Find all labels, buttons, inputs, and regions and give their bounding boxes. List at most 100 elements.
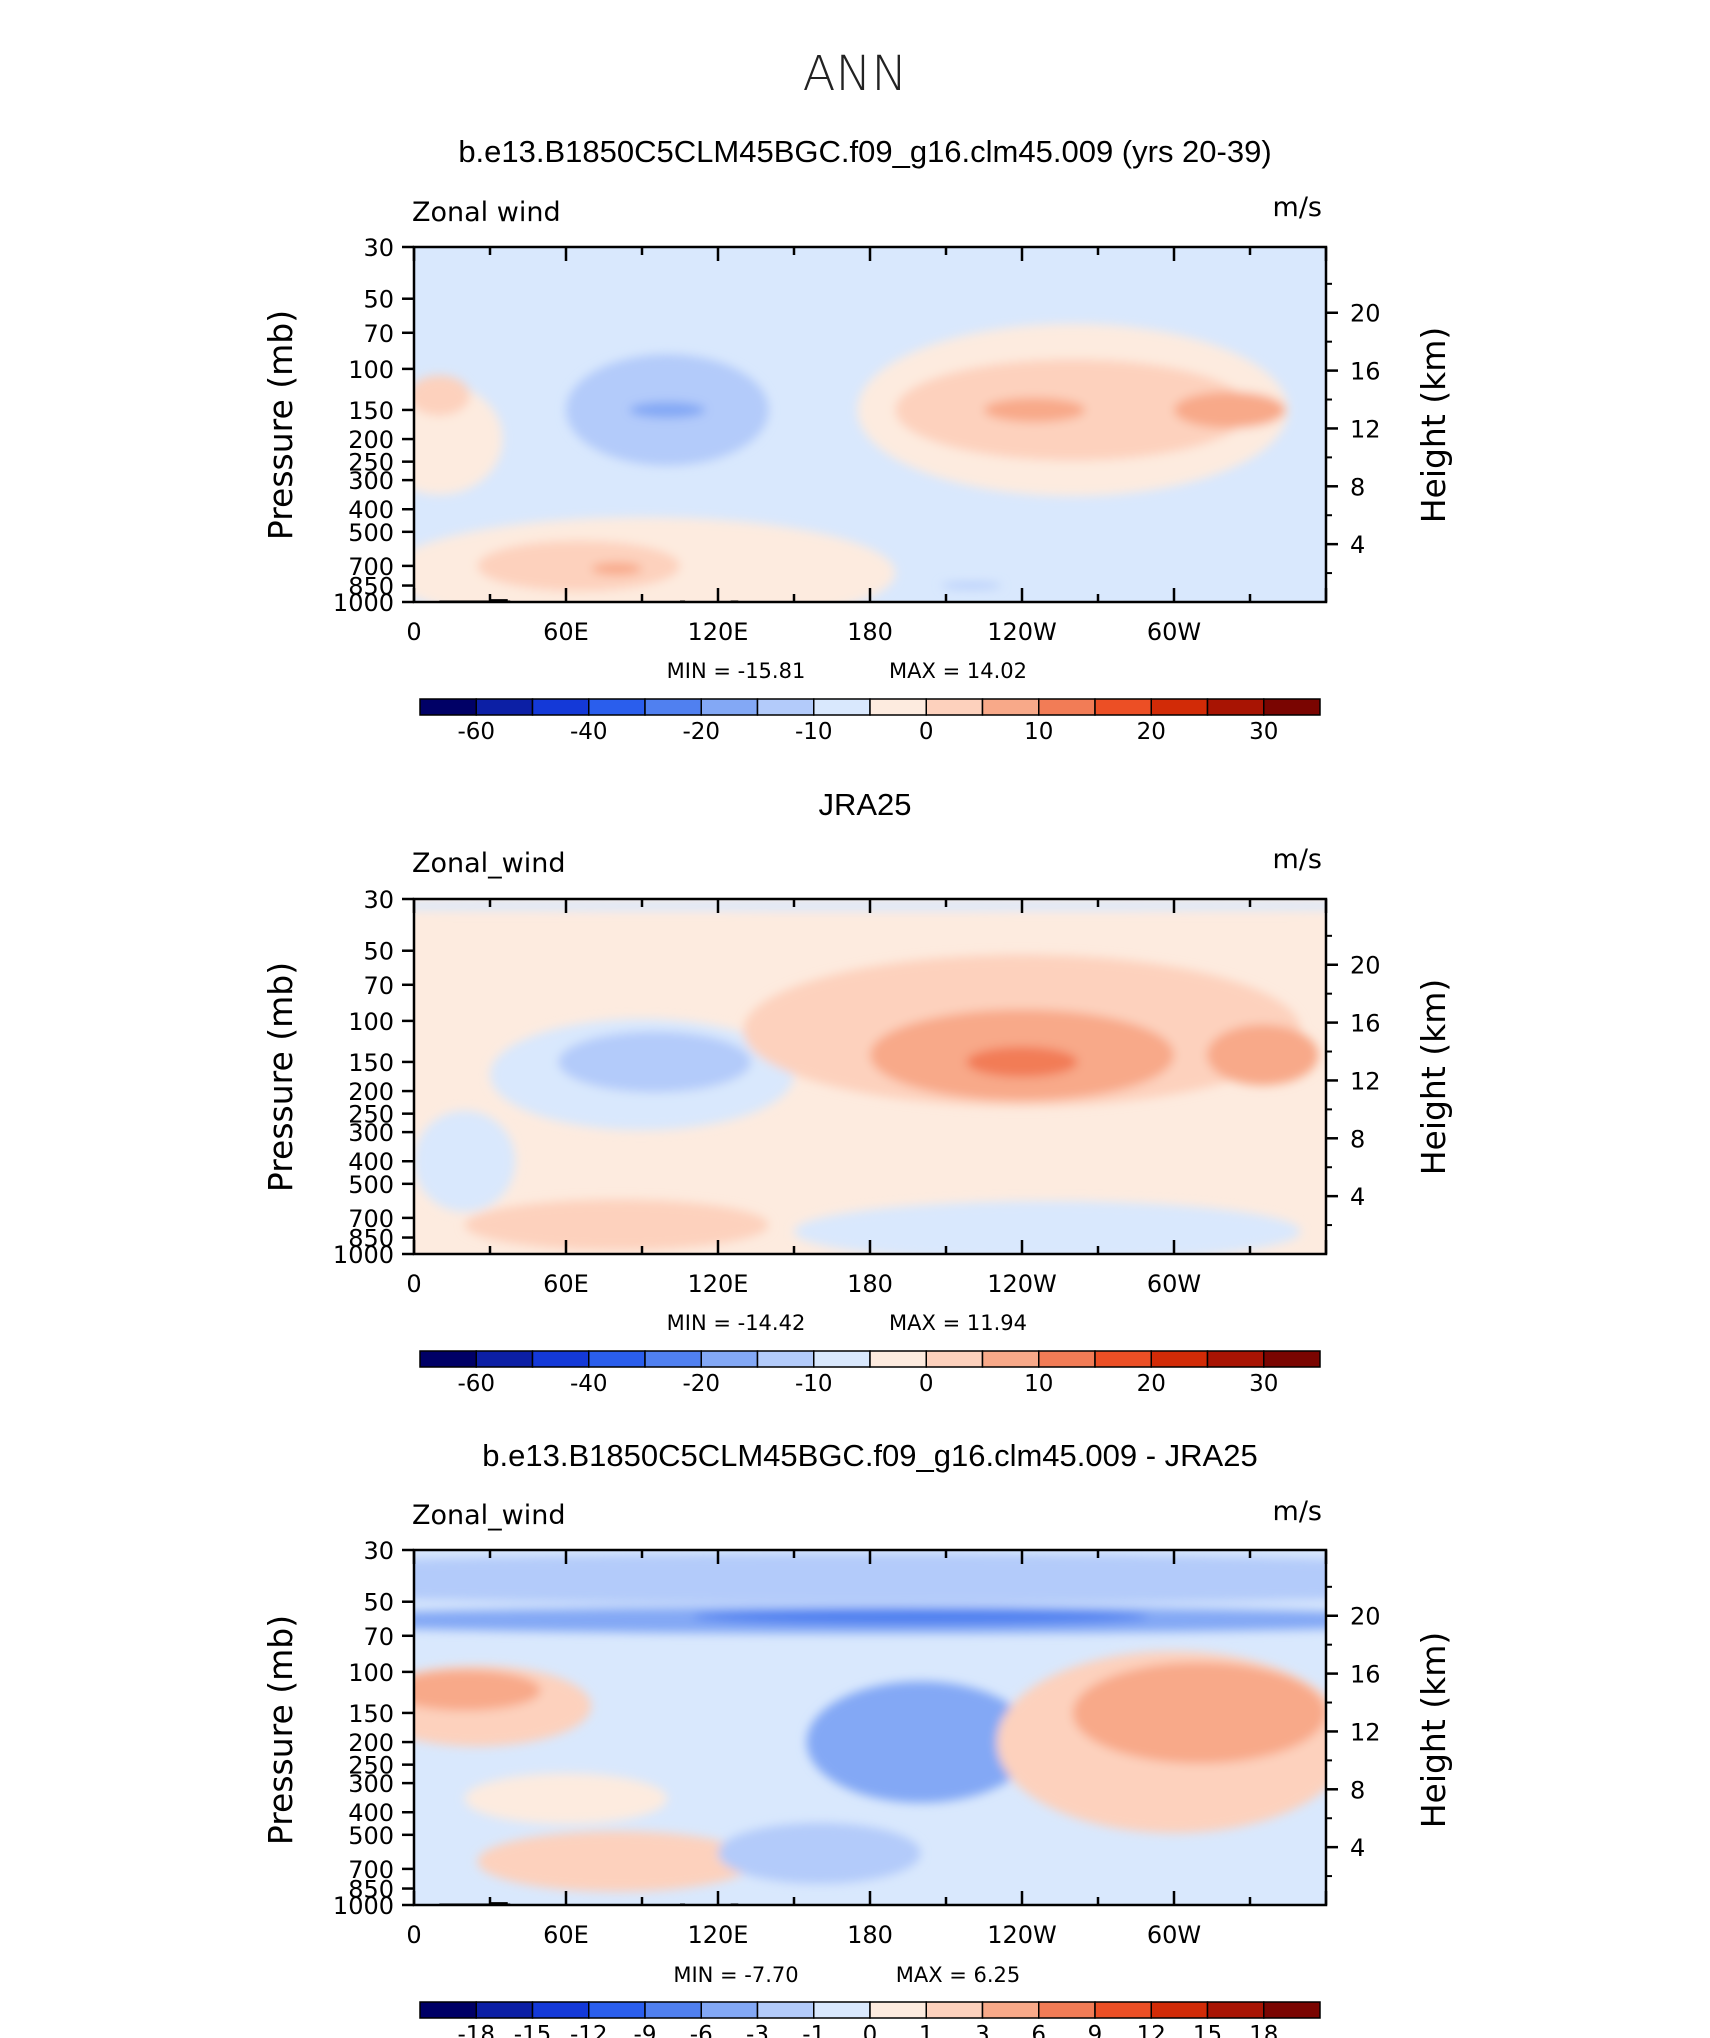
colorbar-swatch xyxy=(1263,698,1321,716)
colorbar-swatch xyxy=(981,698,1040,716)
x-tick-label: 0 xyxy=(406,1921,421,1949)
colorbar-swatch xyxy=(1094,2001,1152,2019)
topography-mask xyxy=(490,599,508,602)
colorbar-label: 12 xyxy=(1137,2022,1166,2038)
colorbar-swatch xyxy=(869,2001,927,2019)
h-tick-label: 20 xyxy=(1350,952,1381,980)
contour-region-5 xyxy=(414,1670,541,1711)
p-tick-label: 400 xyxy=(348,496,394,524)
contour-region-8 xyxy=(477,1831,756,1892)
x-tick-label: 60E xyxy=(543,618,589,646)
colorbar-swatch xyxy=(1094,698,1152,716)
variable-label: Zonal_wind xyxy=(412,848,566,879)
max-label: MAX = 14.02 xyxy=(889,659,1027,683)
colorbar-label: -12 xyxy=(570,2022,608,2038)
p-tick-label: 500 xyxy=(348,1171,394,1199)
colorbar-swatch xyxy=(700,2001,759,2019)
colorbar-swatch xyxy=(981,1350,1040,1368)
colorbar-label: -6 xyxy=(690,2022,713,2038)
p-tick-label: 30 xyxy=(363,234,394,262)
x-tick-label: 60W xyxy=(1147,1270,1201,1298)
p-tick-label: 30 xyxy=(363,1537,394,1565)
min-label: MIN = -15.81 xyxy=(667,659,806,683)
p-tick-label: 150 xyxy=(348,397,394,425)
p-tick-label: 850 xyxy=(348,1225,394,1253)
units-label: m/s xyxy=(1273,844,1322,875)
p-tick-label: 100 xyxy=(348,356,394,384)
colorbar-swatch xyxy=(756,2001,815,2019)
colorbar-swatch xyxy=(981,2001,1040,2019)
x-tick-label: 120W xyxy=(987,1921,1057,1949)
panel-title: b.e13.B1850C5CLM45BGC.f09_g16.clm45.009 … xyxy=(482,1438,1257,1473)
p-tick-label: 70 xyxy=(363,1623,394,1651)
min-label: MIN = -14.42 xyxy=(667,1311,806,1335)
colorbar-swatch xyxy=(1150,2001,1209,2019)
panel-obs: JRA25 Zonal_wind m/s 0 60E 120E 180 120W 60W 3… xyxy=(261,787,1453,1397)
x-tick-label: 0 xyxy=(406,618,421,646)
colorbar-swatch xyxy=(925,1350,984,1368)
h-tick-label: 16 xyxy=(1350,1661,1381,1689)
y-axis-label: Pressure (mb) xyxy=(261,310,300,540)
h-tick-label: 12 xyxy=(1350,415,1381,443)
contour-region-0 xyxy=(414,1553,1326,1605)
colorbar: -18 -15 -12 -9 -6 -3 -1 0 1 3 6 9 12 15 18 xyxy=(419,2001,1321,2038)
p-tick-label: 700 xyxy=(348,1856,394,1884)
x-tick-label: 180 xyxy=(847,1921,893,1949)
contour-region-2 xyxy=(692,1608,1149,1625)
colorbar-label: -15 xyxy=(514,2022,552,2038)
colorbar-label: 15 xyxy=(1193,2022,1222,2038)
max-label: MAX = 6.25 xyxy=(896,1963,1021,1987)
p-tick-label: 700 xyxy=(348,1205,394,1233)
panel-model: b.e13.B1850C5CLM45BGC.f09_g16.clm45.009 … xyxy=(261,134,1453,745)
y-axis-label: Pressure (mb) xyxy=(261,1615,300,1845)
panel-difference: b.e13.B1850C5CLM45BGC.f09_g16.clm45.009 … xyxy=(261,1438,1453,2038)
colorbar-swatch xyxy=(813,698,871,716)
variable-label: Zonal wind xyxy=(412,197,561,228)
colorbar-label: 0 xyxy=(919,719,934,745)
contour-region-7 xyxy=(477,540,680,592)
h-tick-label: 16 xyxy=(1350,358,1381,386)
units-label: m/s xyxy=(1273,192,1322,223)
p-tick-label: 300 xyxy=(348,1770,394,1798)
colorbar-label: -18 xyxy=(457,2022,495,2038)
p-tick-label: 250 xyxy=(348,1101,394,1129)
p-tick-label: 70 xyxy=(363,320,394,348)
p-tick-label: 400 xyxy=(348,1148,394,1176)
contour-field xyxy=(414,899,1326,1254)
colorbar-swatch xyxy=(475,1350,534,1368)
p-tick-label: 200 xyxy=(348,1729,394,1757)
colorbar-swatch xyxy=(1150,698,1209,716)
colorbar-swatch xyxy=(531,2001,590,2019)
x-tick-label: 180 xyxy=(847,1270,893,1298)
x-tick-label: 0 xyxy=(406,1270,421,1298)
colorbar-swatch xyxy=(588,2001,646,2019)
p-tick-label: 400 xyxy=(348,1799,394,1827)
topography-mask xyxy=(490,1902,508,1905)
h-tick-label: 8 xyxy=(1350,473,1365,501)
colorbar-swatch xyxy=(588,698,646,716)
p-tick-label: 1000 xyxy=(333,589,394,617)
contour-field xyxy=(414,1550,1326,1905)
colorbar-swatch xyxy=(644,698,702,716)
colorbar-swatch xyxy=(588,1350,646,1368)
colorbar-swatch xyxy=(419,698,477,716)
colorbar-swatch xyxy=(925,2001,984,2019)
p-tick-label: 50 xyxy=(363,286,394,314)
colorbar-swatch xyxy=(1206,1350,1265,1368)
colorbar-swatch xyxy=(1094,1350,1152,1368)
p-tick-label: 850 xyxy=(348,573,394,601)
colorbar-label: -40 xyxy=(570,719,608,745)
colorbar-swatch xyxy=(1263,2001,1321,2019)
h-tick-label: 4 xyxy=(1350,531,1365,559)
x-tick-label: 60E xyxy=(543,1270,589,1298)
contour-region-6 xyxy=(1206,1024,1319,1086)
colorbar-label: 18 xyxy=(1249,2022,1278,2038)
colorbar-label: -20 xyxy=(682,1371,720,1397)
colorbar-label: -60 xyxy=(457,719,495,745)
colorbar-swatch xyxy=(531,1350,590,1368)
y-axis-right-label: Height (km) xyxy=(1414,327,1453,524)
p-tick-label: 200 xyxy=(348,426,394,454)
contour-region-0 xyxy=(414,900,1326,911)
colorbar-label: 0 xyxy=(919,1371,934,1397)
